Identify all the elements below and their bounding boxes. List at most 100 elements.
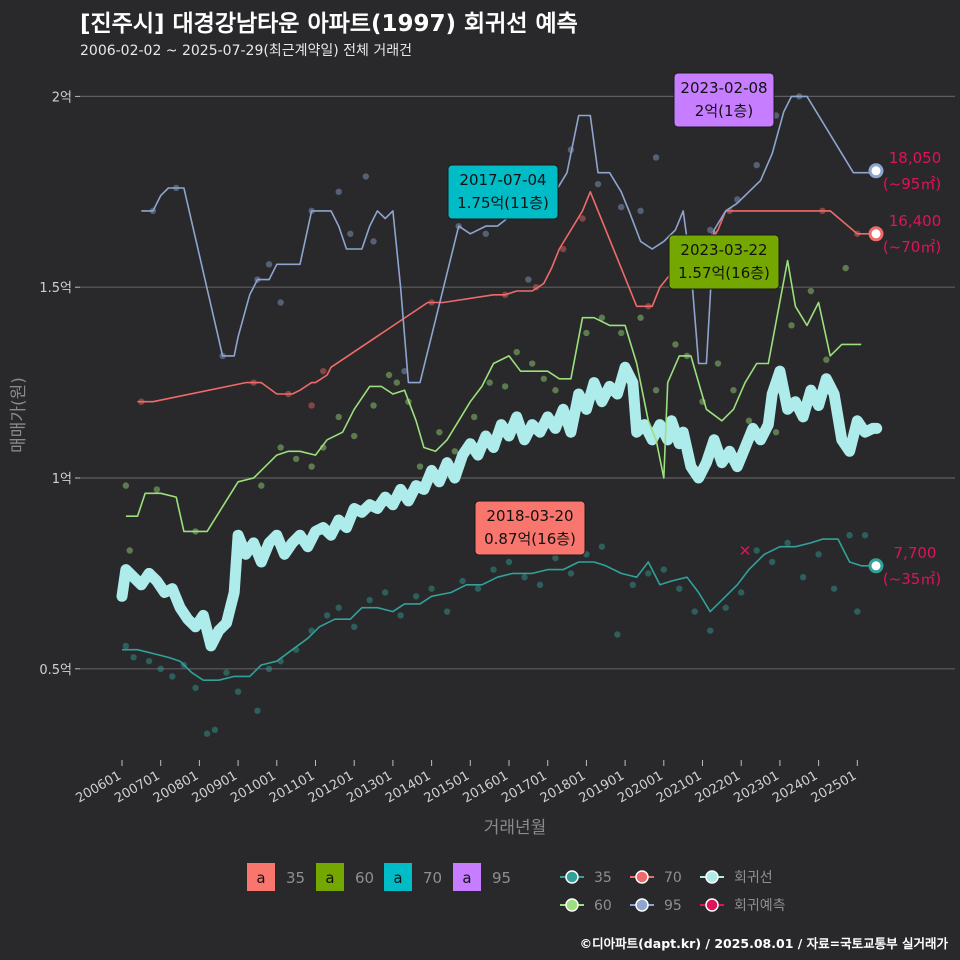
data-point-60	[385, 371, 393, 379]
data-point-60	[486, 379, 493, 386]
annotation-value: 2억(1층)	[695, 102, 753, 120]
data-point-35	[784, 539, 791, 547]
legend-box-swatch	[453, 863, 481, 891]
legend-box-glyph: a	[325, 869, 334, 887]
x-axis-label: 거래년월	[484, 818, 547, 838]
legend-box-glyph: a	[256, 869, 265, 887]
data-point-60	[153, 486, 161, 493]
data-point-60	[436, 429, 443, 436]
data-point-60	[416, 463, 424, 470]
data-point-60	[122, 482, 130, 489]
data-point-35	[854, 608, 861, 615]
y-tick-label: 1억	[52, 472, 72, 487]
legend-line-dot	[705, 898, 719, 912]
data-point-35	[412, 593, 420, 600]
data-point-35	[815, 551, 822, 558]
data-point-35	[428, 585, 435, 592]
chart-title: [진주시] 대경강남타운 아파트(1997) 회귀선 예측	[80, 11, 578, 37]
data-point-60	[598, 314, 606, 321]
data-point-35	[830, 585, 838, 592]
data-point-35	[660, 566, 667, 573]
data-point-35	[598, 543, 606, 550]
data-point-35	[768, 558, 776, 566]
legend-line-dot	[705, 870, 719, 884]
data-point-95	[525, 276, 532, 283]
data-point-60	[652, 387, 660, 394]
legend-box-swatch	[247, 863, 275, 891]
data-point-60	[714, 360, 722, 367]
data-point-60	[370, 402, 377, 409]
legend-box-label: 70	[423, 869, 442, 887]
end-marker	[868, 226, 884, 242]
data-point-35	[552, 554, 559, 562]
annotation-bg	[668, 234, 780, 290]
legend-box-glyph: a	[462, 869, 471, 887]
data-point-95	[370, 238, 377, 245]
data-point-35	[629, 581, 637, 589]
data-point-95	[637, 207, 644, 215]
data-point-35	[459, 577, 466, 585]
y-tick-label: 2억	[52, 90, 72, 105]
data-point-60	[807, 287, 815, 295]
data-point-35	[192, 684, 199, 692]
data-point-35	[846, 532, 853, 539]
data-point-60	[335, 413, 342, 421]
data-point-95	[362, 173, 370, 180]
annotation-date: 2017-07-04	[459, 171, 546, 189]
data-point-35	[130, 654, 137, 661]
data-point-95	[335, 188, 342, 195]
series-line-60	[125, 259, 862, 533]
data-point-35	[122, 642, 130, 650]
data-point-35	[443, 608, 451, 615]
annotation-date: 2023-03-22	[680, 241, 767, 259]
end-area-label: (~95㎡)	[883, 175, 941, 193]
data-point-60	[788, 322, 795, 329]
data-point-35	[366, 596, 373, 604]
data-point-35	[676, 585, 683, 592]
data-point-35	[254, 707, 261, 714]
end-value-label: 7,700	[894, 544, 937, 562]
data-point-35	[157, 665, 164, 672]
data-point-60	[730, 387, 737, 394]
legend-box-label: 35	[286, 869, 305, 887]
data-point-35	[203, 730, 211, 737]
y-axis-label: 매매가(원)	[9, 377, 29, 453]
data-point-60	[540, 375, 548, 382]
data-point-35	[381, 589, 389, 596]
legend-box-swatch	[384, 863, 412, 891]
legend-box-label: 95	[492, 869, 511, 887]
annotation-value: 1.75억(11층)	[457, 194, 549, 212]
data-point-95	[594, 180, 602, 188]
data-point-35	[265, 665, 273, 672]
data-point-70	[308, 402, 315, 409]
data-point-60	[501, 383, 509, 390]
end-marker	[868, 558, 884, 574]
y-tick-label: 1.5억	[39, 281, 72, 296]
data-point-35	[738, 589, 745, 596]
annotation-bg	[447, 164, 559, 220]
data-point-35	[490, 566, 497, 573]
annotation-date: 2023-02-08	[680, 79, 767, 97]
data-point-60	[292, 455, 300, 463]
data-point-35	[397, 612, 404, 619]
data-point-70	[559, 245, 567, 253]
data-point-35	[234, 688, 242, 695]
data-point-60	[618, 329, 625, 337]
annotation-box: 2017-07-04 1.75억(11층)	[447, 164, 559, 220]
data-point-60	[823, 356, 830, 363]
legend-line-label: 35	[594, 870, 612, 886]
data-point-35	[567, 570, 575, 577]
annotation-box: 2023-03-22 1.57억(16층)	[668, 234, 780, 290]
legend-line-dot	[565, 870, 579, 884]
data-point-35	[474, 585, 482, 592]
data-point-35	[691, 608, 698, 615]
data-point-60	[842, 264, 849, 272]
forecast-mark	[740, 545, 750, 556]
chart-subtitle: 2006-02-02 ~ 2025-07-29(최근계약일) 전체 거래건	[80, 43, 412, 59]
data-point-95	[707, 226, 714, 234]
data-point-35	[536, 581, 544, 589]
data-point-60	[277, 444, 284, 451]
data-point-70	[579, 215, 586, 222]
